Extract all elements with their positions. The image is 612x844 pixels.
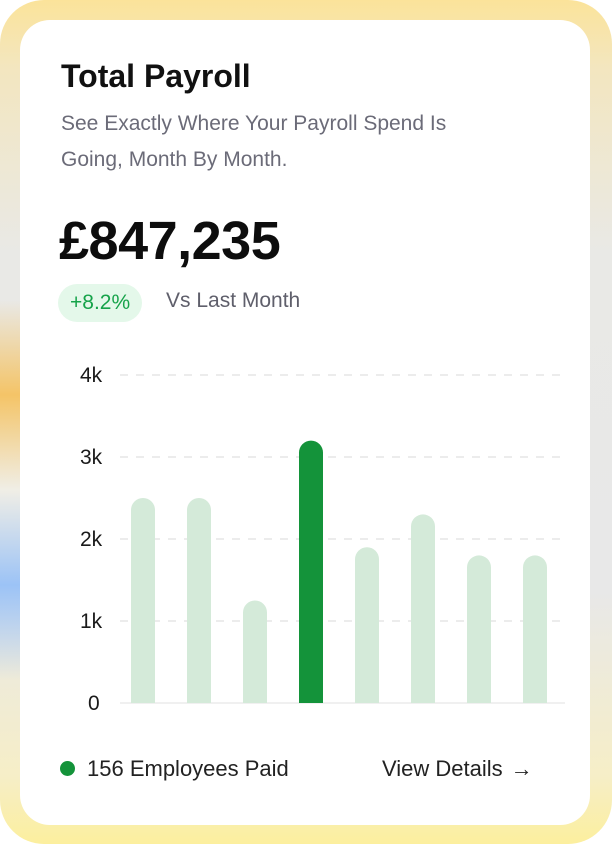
y-tick-label: 4k — [80, 364, 103, 387]
view-details-link[interactable]: View Details → — [382, 756, 533, 782]
card-title: Total Payroll — [61, 58, 251, 94]
bar — [187, 498, 211, 703]
legend-dot-icon — [60, 761, 75, 776]
y-tick-label: 0 — [88, 692, 100, 715]
bar — [411, 514, 435, 703]
bar — [467, 555, 491, 703]
bar — [355, 547, 379, 703]
card-subtitle: See Exactly Where Your Payroll Spend Is … — [61, 112, 447, 171]
y-tick-label: 1k — [80, 610, 103, 633]
employees-paid-label: 156 Employees Paid — [87, 756, 289, 781]
y-tick-label: 2k — [80, 528, 103, 551]
total-amount: £847,235 — [59, 211, 281, 271]
bar — [131, 498, 155, 703]
view-details-label: View Details — [382, 756, 503, 781]
arrow-right-icon: → — [510, 756, 533, 781]
change-label: Vs Last Month — [166, 289, 301, 312]
change-badge: +8.2% — [58, 284, 143, 322]
y-tick-label: 3k — [80, 446, 103, 469]
payroll-bar-chart: 0 1k 2k 3k 4k — [80, 364, 565, 715]
bar — [523, 555, 547, 703]
payroll-card: Total Payroll See Exactly Where Your Pay… — [20, 20, 590, 825]
bar — [299, 440, 323, 703]
bar — [243, 600, 267, 703]
